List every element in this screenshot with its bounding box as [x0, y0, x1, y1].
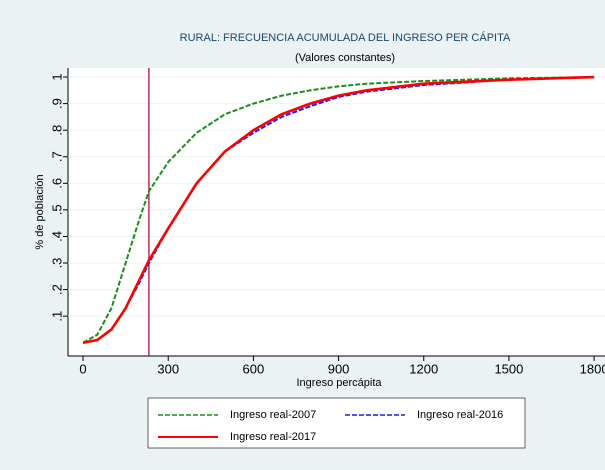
x-tick-label: 300 [157, 361, 179, 376]
y-tick-label: .9 [49, 98, 64, 109]
x-tick-label: 1500 [494, 361, 523, 376]
legend-label: Ingreso real-2007 [230, 409, 316, 421]
y-axis-label: % de población [34, 174, 46, 249]
y-tick-label: 1 [49, 73, 64, 80]
chart-subtitle: (Valores constantes) [295, 52, 395, 64]
x-tick-label: 1200 [409, 361, 438, 376]
x-tick-label: 0 [79, 361, 86, 376]
legend [147, 397, 526, 449]
y-tick-label: .6 [49, 178, 64, 189]
x-tick-label: 900 [328, 361, 350, 376]
x-axis-label: Ingreso percápita [297, 377, 383, 389]
legend-label: Ingreso real-2017 [230, 431, 316, 443]
y-tick-label: .3 [49, 258, 64, 269]
series-line [82, 75, 595, 344]
y-tick-label: .2 [49, 284, 64, 295]
chart-title: RURAL: FRECUENCIA ACUMULADA DEL INGRESO … [180, 31, 511, 44]
series-line [82, 76, 595, 344]
y-tick-label: .1 [49, 311, 64, 322]
legend-label: Ingreso real-2016 [417, 409, 503, 421]
y-tick-label: .8 [49, 125, 64, 136]
y-tick-label: .7 [49, 151, 64, 162]
x-tick-label: 1800 [580, 361, 605, 376]
y-tick-label: .4 [49, 231, 64, 242]
x-tick-label: 600 [243, 361, 265, 376]
plot-area [68, 68, 605, 356]
y-tick-label: .5 [49, 204, 64, 215]
